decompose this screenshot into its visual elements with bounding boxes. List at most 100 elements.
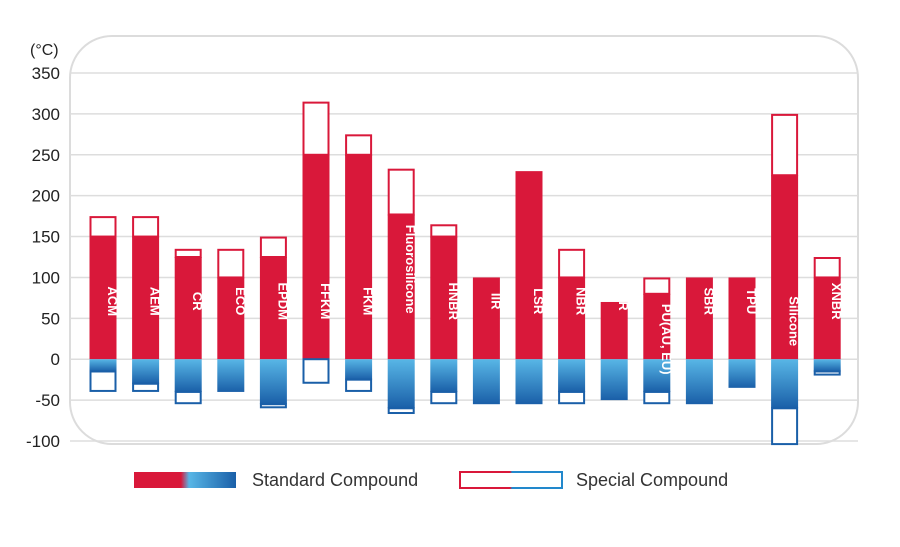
bar-group-acm: ACM: [89, 216, 120, 392]
category-label: Fluorosilicone: [403, 225, 418, 314]
special-bar-upper: [345, 134, 373, 156]
standard-bar-upper: [217, 277, 245, 360]
standard-bar-lower: [89, 359, 117, 372]
standard-bar-upper: [345, 154, 373, 360]
bar-group-pu-au-eu-: PU(AU, EU): [643, 277, 674, 405]
legend-item-special: Special Compound: [459, 470, 728, 490]
standard-bar-lower: [558, 359, 586, 392]
standard-bar-lower: [174, 359, 202, 392]
standard-bar-upper: [813, 277, 841, 360]
category-label: XNBR: [829, 283, 844, 320]
category-label: EPDM: [275, 282, 290, 320]
standard-bar-upper: [643, 293, 671, 360]
standard-bar-lower: [217, 359, 245, 392]
legend-label-special: Special Compound: [576, 470, 728, 490]
special-bar-upper: [132, 216, 160, 238]
category-label: LSR: [531, 288, 546, 315]
standard-bar-lower: [515, 359, 543, 405]
category-label: CR: [190, 292, 205, 311]
y-tick-label: 200: [32, 187, 60, 206]
standard-bar-upper: [600, 301, 628, 360]
standard-bar-lower: [600, 359, 628, 401]
category-label: ECO: [233, 287, 248, 315]
special-bar-lower: [345, 378, 373, 392]
category-label: SBR: [701, 287, 716, 315]
standard-bar-lower: [728, 359, 756, 388]
bar-group-silicone: Silicone: [771, 113, 802, 446]
standard-bar-lower: [430, 359, 458, 392]
legend-swatch-special: [459, 471, 563, 489]
category-label: NR: [616, 292, 631, 311]
standard-bar-lower: [472, 359, 500, 405]
category-label: FKM: [361, 287, 376, 315]
standard-bar-upper: [387, 214, 415, 360]
y-tick-label: 150: [32, 228, 60, 247]
special-bar-upper: [430, 224, 458, 238]
special-bar-upper: [259, 236, 287, 259]
standard-bar-lower: [685, 359, 713, 405]
standard-bar-upper: [472, 277, 500, 360]
category-label: AEM: [148, 287, 163, 316]
special-bar-upper: [771, 113, 799, 177]
y-tick-label: -50: [35, 391, 60, 410]
bars: ACM AEM CR ECO EPDM FFKM FKM Fluorosilicone HNBR…: [89, 101, 844, 446]
category-label: Silicone: [787, 296, 802, 346]
bar-group-sbr: SBR: [685, 277, 716, 405]
standard-bar-lower: [345, 359, 373, 380]
y-tick-label: -100: [26, 432, 60, 451]
legend-item-standard: Standard Compound: [134, 470, 418, 490]
y-axis-unit-label: (°C): [30, 42, 59, 59]
standard-bar-lower: [643, 359, 671, 392]
standard-bar-lower: [387, 359, 415, 409]
y-tick-label: 100: [32, 268, 60, 287]
category-label: ACM: [105, 286, 120, 316]
special-bar-lower: [89, 370, 117, 392]
special-bar-lower: [558, 390, 586, 405]
special-bar-lower: [430, 390, 458, 405]
standard-bar-upper: [132, 236, 160, 360]
special-bar-lower: [387, 407, 415, 415]
standard-bar-upper: [728, 277, 756, 360]
special-bar-upper: [174, 248, 202, 258]
bar-group-cr: CR: [174, 248, 205, 405]
special-bar-lower: [302, 358, 330, 384]
bar-group-nr: NR: [600, 292, 631, 401]
bar-group-ffkm: FFKM: [302, 101, 333, 384]
standard-bar-upper: [558, 277, 586, 360]
legend-swatch-standard: [134, 472, 236, 488]
special-bar-upper: [813, 257, 841, 279]
y-tick-label: 250: [32, 146, 60, 165]
special-bar-upper: [302, 101, 330, 156]
standard-bar-upper: [515, 171, 543, 360]
standard-bar-upper: [302, 154, 330, 360]
special-bar-upper: [387, 168, 415, 216]
category-label: HNBR: [446, 282, 461, 320]
y-tick-label: 300: [32, 105, 60, 124]
special-bar-lower: [259, 403, 287, 409]
bar-group-eco: ECO: [217, 248, 248, 392]
standard-bar-upper: [685, 277, 713, 360]
standard-bar-lower: [813, 359, 841, 372]
special-bar-lower: [813, 370, 841, 376]
category-label: PU(AU, EU): [659, 304, 674, 375]
special-bar-upper: [558, 248, 586, 279]
bar-group-fkm: FKM: [345, 134, 376, 392]
special-bar-lower: [771, 407, 799, 446]
category-label: IIR: [488, 293, 503, 310]
legend: Standard Compound Special Compound: [134, 470, 728, 490]
special-bar-lower: [132, 382, 160, 392]
standard-bar-upper: [259, 257, 287, 360]
standard-bar-upper: [771, 175, 799, 360]
standard-bar-upper: [174, 257, 202, 360]
bar-group-epdm: EPDM: [259, 236, 290, 409]
bar-group-hnbr: HNBR: [430, 224, 461, 405]
standard-bar-lower: [132, 359, 160, 384]
special-bar-lower: [174, 390, 202, 405]
y-tick-label: 50: [41, 309, 60, 328]
legend-label-standard: Standard Compound: [252, 470, 418, 490]
bar-group-lsr: LSR: [515, 171, 546, 405]
y-tick-label: 350: [32, 64, 60, 83]
category-label: FFKM: [318, 283, 333, 319]
standard-bar-lower: [771, 359, 799, 409]
